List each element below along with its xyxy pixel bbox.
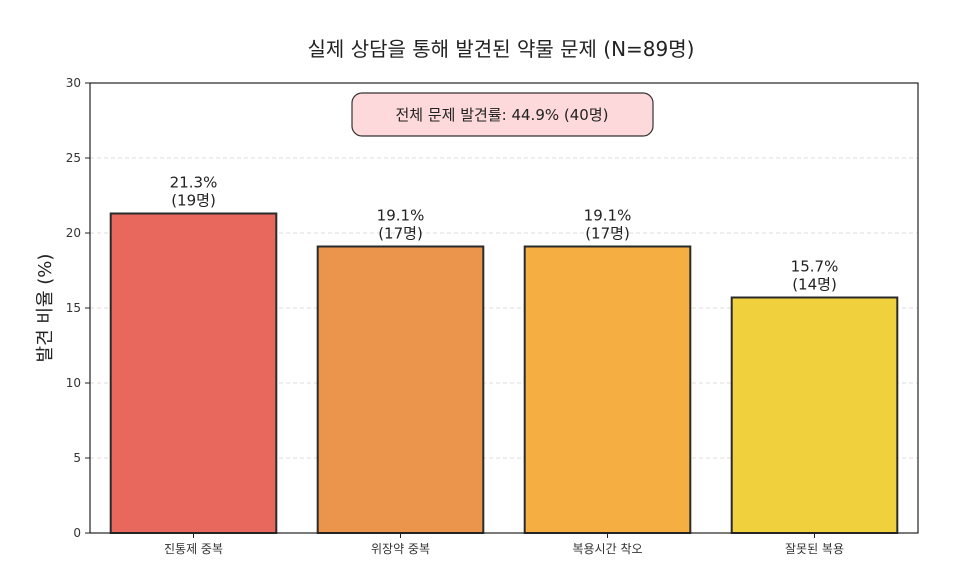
- bar: [730, 296, 899, 534]
- bar-value-labels: 21.3%(19명)19.1%(17명)19.1%(17명)15.7%(14명): [170, 174, 839, 294]
- y-axis-label: 발견 비율 (%): [35, 254, 56, 363]
- x-tick-label: 진통제 중복: [164, 542, 223, 556]
- bar-value-label: 21.3%: [170, 174, 218, 192]
- y-tick-label: 15: [66, 301, 81, 315]
- bar: [109, 212, 278, 534]
- bar-value-label: 19.1%: [584, 207, 632, 225]
- bar: [316, 245, 485, 534]
- bar-count-label: (17명): [378, 225, 423, 243]
- annotation-text: 전체 문제 발견률: 44.9% (40명): [396, 106, 609, 124]
- x-tick-label: 복용시간 착오: [572, 542, 642, 556]
- x-axis-ticks: 진통제 중복 위장약 중복 복용시간 착오 잘못된 복용: [164, 533, 844, 556]
- y-tick-label: 25: [66, 151, 81, 165]
- x-tick-label: 잘못된 복용: [785, 542, 844, 556]
- summary-annotation: 전체 문제 발견률: 44.9% (40명): [351, 92, 654, 137]
- chart-title: 실제 상담을 통해 발견된 약물 문제 (N=89명): [308, 37, 695, 61]
- bar-count-label: (19명): [171, 192, 216, 210]
- y-tick-label: 20: [66, 226, 81, 240]
- y-tick-label: 0: [73, 526, 81, 540]
- bar-count-label: (14명): [792, 276, 837, 294]
- y-tick-label: 5: [73, 451, 81, 465]
- x-tick-label: 위장약 중복: [371, 541, 430, 556]
- annotation-box: [351, 92, 654, 137]
- bars: [109, 212, 899, 534]
- y-tick-label: 10: [66, 376, 81, 390]
- y-axis-ticks: 0 5 10 15 20 25 30: [66, 76, 90, 540]
- y-tick-label: 30: [66, 76, 81, 90]
- bar: [523, 245, 692, 534]
- bar-count-label: (17명): [585, 225, 630, 243]
- bar-value-label: 19.1%: [377, 207, 425, 225]
- bar-value-label: 15.7%: [791, 258, 839, 276]
